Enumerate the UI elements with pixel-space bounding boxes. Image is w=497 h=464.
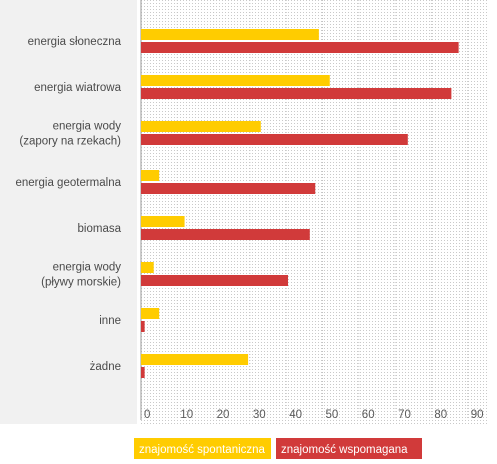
bar-assisted: [141, 275, 289, 286]
bar-assisted: [141, 183, 316, 194]
bar-spontaneous: [141, 170, 160, 181]
bar-spontaneous: [141, 29, 319, 40]
category-label: biomasa: [78, 223, 122, 235]
bar-spontaneous: [141, 216, 185, 227]
x-tick-label: 40: [289, 409, 302, 421]
bar-spontaneous: [141, 354, 249, 365]
plot-grid-background: [139, 0, 487, 424]
category-label: (pływy morskie): [41, 277, 121, 289]
bar-assisted: [141, 42, 459, 53]
category-label: energia wiatrowa: [34, 82, 122, 94]
x-tick-label: 30: [253, 409, 266, 421]
category-label: energia wody: [53, 262, 122, 274]
x-tick-label: 80: [434, 409, 447, 421]
x-tick-labels: 0 10 20 30 40 50 60 70 80 90: [144, 409, 483, 421]
category-labels: energia słoneczna energia wiatrowa energia…: [16, 36, 122, 373]
x-tick-label: 0: [144, 409, 150, 421]
legend-label-assisted: znajomość wspomagana: [281, 444, 408, 456]
category-label: inne: [99, 315, 121, 327]
x-tick-label: 70: [398, 409, 411, 421]
bar-spontaneous: [141, 262, 154, 273]
bar-spontaneous: [141, 121, 261, 132]
x-tick-label: 90: [471, 409, 484, 421]
category-panel: [0, 0, 137, 424]
legend-swatch-assisted: [276, 438, 422, 459]
category-label: energia geotermalna: [16, 177, 122, 189]
bar-assisted: [141, 229, 310, 240]
bar-assisted: [141, 88, 452, 99]
bar-assisted: [141, 367, 145, 378]
legend: znajomość spontaniczna znajomość wspomaga…: [134, 438, 422, 459]
category-label: (zapory na rzekach): [19, 136, 121, 148]
x-tick-label: 10: [180, 409, 193, 421]
bar-assisted: [141, 321, 145, 332]
bar-spontaneous: [141, 75, 330, 86]
bar-assisted: [141, 134, 408, 145]
bar-spontaneous: [141, 308, 160, 319]
bars-group: [141, 29, 459, 378]
x-tick-label: 50: [326, 409, 339, 421]
legend-label-spontaneous: znajomość spontaniczna: [139, 444, 266, 456]
x-tick-label: 20: [217, 409, 230, 421]
category-label: energia słoneczna: [28, 36, 122, 48]
category-label: energia wody: [53, 121, 122, 133]
x-tick-label: 60: [362, 409, 375, 421]
category-label: żadne: [90, 361, 121, 373]
legend-swatch-spontaneous: [134, 438, 271, 459]
grid-lines: [140, 0, 469, 420]
